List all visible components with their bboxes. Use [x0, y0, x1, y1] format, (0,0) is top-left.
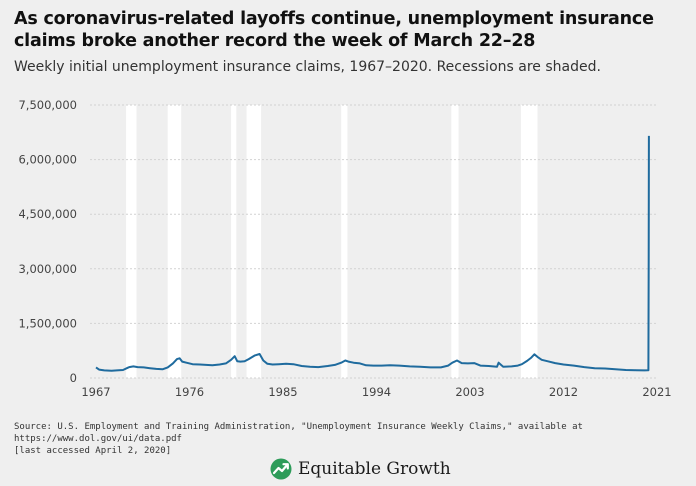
brand-name: Equitable Growth: [298, 459, 451, 479]
x-tick-label: 2021: [642, 385, 671, 399]
y-tick-label: 4,500,000: [18, 207, 77, 221]
chart-subtitle: Weekly initial unemployment insurance cl…: [14, 59, 601, 75]
recession-band-4: [246, 105, 262, 378]
recession-band-3: [231, 105, 237, 378]
source-note: Source: U.S. Employment and Training Adm…: [14, 421, 684, 457]
recession-band-7: [520, 105, 538, 378]
growth-arrow-icon: [270, 458, 292, 480]
brand-logo: Equitable Growth: [270, 456, 451, 482]
recession-band-5: [341, 105, 348, 378]
y-axis-ticks: 0 1,500,000 3,000,000 4,500,000 6,000,000 7,5…: [18, 98, 77, 385]
x-tick-label: 1994: [362, 385, 391, 399]
y-tick-label: 0: [70, 371, 77, 385]
series-line-1: [95, 135, 650, 372]
series-group: [95, 135, 650, 372]
y-tick-label: 6,000,000: [18, 153, 77, 167]
chart-title: As coronavirus-related layoffs continue,…: [14, 9, 654, 51]
recession-band-2: [167, 105, 182, 378]
recession-band-1: [126, 105, 137, 378]
x-tick-label: 1985: [268, 385, 297, 399]
x-tick-label: 1976: [175, 385, 204, 399]
x-axis-ticks: 1967 1976 1985 1994 2003 2012 2021: [81, 385, 671, 399]
y-tick-label: 7,500,000: [18, 98, 77, 112]
x-tick-label: 1967: [81, 385, 110, 399]
x-tick-label: 2003: [455, 385, 484, 399]
y-tick-label: 1,500,000: [18, 316, 77, 330]
recession-band-6: [451, 105, 459, 378]
source-line-2: [last accessed April 2, 2020]: [14, 446, 172, 456]
x-tick-label: 2012: [549, 385, 578, 399]
source-line-1: Source: U.S. Employment and Training Adm…: [14, 422, 583, 444]
grid-lines: [90, 104, 657, 379]
recession-bands: [126, 105, 538, 378]
y-tick-label: 3,000,000: [18, 262, 77, 276]
